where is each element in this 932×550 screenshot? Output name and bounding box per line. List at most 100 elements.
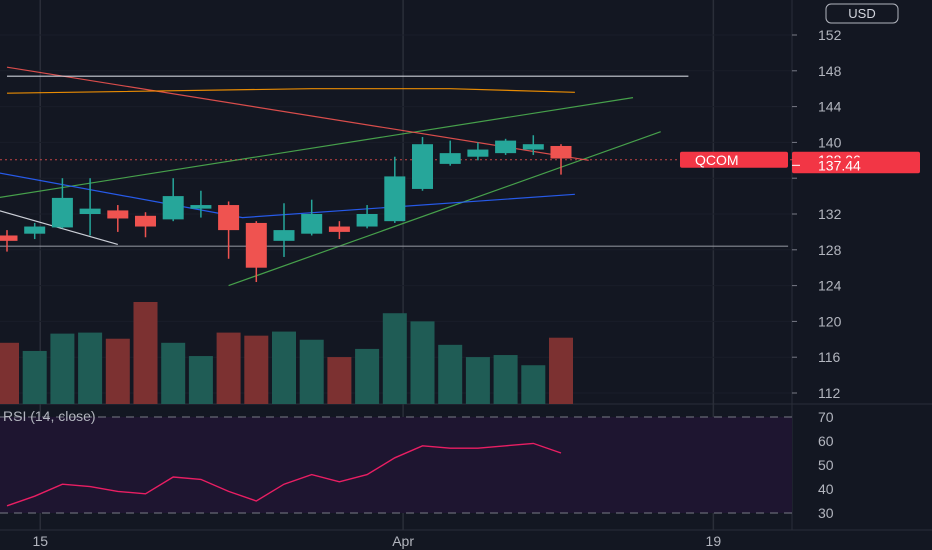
volume-bar [22,350,47,404]
candle-body [245,222,267,268]
symbol-tag-bg [680,151,788,168]
candle-body [0,235,18,241]
candle[interactable] [439,140,461,166]
candle-body [522,144,544,150]
price-axis[interactable]: 152 148 144 140 132 128 124 120 116 112 [792,27,842,401]
secondary-price-tag-bg [792,158,920,174]
trendline-lower-channel[interactable] [228,131,661,287]
candle-body [467,149,489,157]
candle[interactable] [412,137,433,191]
volume-bar [133,302,158,404]
rsi-line [6,442,562,507]
candle[interactable] [218,201,240,259]
volume-bar [299,339,324,404]
candle[interactable] [162,178,184,222]
trendline-descending-red[interactable] [6,66,589,161]
time-axis[interactable]: 15 Apr 19 [32,533,721,549]
symbol-tag[interactable]: QCOM [680,151,788,168]
volume-bar [244,335,269,404]
rsi-label: RSI (14, close) [3,408,96,424]
candle-body [550,145,572,159]
volume-bar [438,344,463,404]
volume-bars [0,302,573,404]
volume-bar [521,365,546,404]
candle[interactable] [79,178,101,236]
candle[interactable] [495,138,517,155]
trendline-white-short[interactable] [0,205,118,245]
time-tick-label: 15 [32,533,48,549]
rsi-band [0,417,792,513]
rsi-tick-label: 70 [818,409,834,425]
candle-body [24,226,46,234]
secondary-price-tag[interactable]: 137.44 [792,157,920,174]
price-tick-label: 148 [818,63,842,79]
trendline-blue-curve[interactable] [0,169,575,219]
rsi-tick-label: 40 [818,481,834,497]
price-tick-label: 120 [818,313,842,329]
currency-label: USD [848,6,875,21]
time-tick-label: 19 [706,533,722,549]
rsi-panel: RSI (14, close) 70 60 50 40 30 [0,408,834,521]
candle-body [439,153,461,164]
candle-body [190,205,212,209]
symbol-tag-label: QCOM [695,152,739,168]
candle-body [218,205,240,231]
candle[interactable] [135,212,156,238]
volume-bar [549,337,573,404]
candle[interactable] [522,135,544,155]
candle[interactable] [356,205,378,229]
price-tick-label: 144 [818,99,842,115]
candle-body [384,176,406,222]
candle-body [135,215,156,227]
candle-body [79,208,101,214]
candle[interactable] [384,156,406,223]
candle[interactable] [328,221,350,240]
candle[interactable] [0,230,18,252]
volume-bar [465,357,490,404]
price-tick-label: 128 [818,242,842,258]
candle-body [162,196,184,220]
volume-bar [105,338,130,404]
volume-bar [188,356,213,404]
price-tick-label: 112 [818,385,841,401]
candle[interactable] [190,190,212,218]
candle[interactable] [273,203,295,257]
candle-body [495,140,517,154]
candle-body [356,214,378,227]
candle-body [301,214,323,234]
candle[interactable] [51,178,73,229]
volume-bar [355,348,380,404]
candle[interactable] [550,144,572,175]
volume-bar [50,333,75,404]
volume-bar [493,355,518,404]
currency-badge[interactable]: USD [825,3,899,24]
volume-bar [161,342,186,404]
volume-bar [327,357,352,404]
price-tags: QCOM138.06137.44 [680,151,920,174]
currency-badge-border [825,3,899,24]
time-tick-label: Apr [392,533,414,549]
volume-bar [410,321,435,404]
candlesticks[interactable] [0,135,572,283]
trendline-upper-channel[interactable] [0,97,634,201]
candle[interactable] [301,199,323,236]
volume-bar [78,332,103,404]
volume-bar [216,332,241,404]
trendlines[interactable] [0,66,792,287]
candle[interactable] [24,222,46,240]
trendline-orange-ma[interactable] [6,88,575,94]
price-tick-label: 124 [818,278,842,294]
candle-body [51,197,73,228]
candle[interactable] [107,205,129,232]
rsi-tick-label: 60 [818,433,834,449]
rsi-tick-label: 50 [818,457,834,473]
price-tick-label: 152 [818,27,842,43]
candle[interactable] [467,142,489,161]
volume-bar [382,313,407,404]
price-tick-label: 116 [818,349,841,365]
volume-bar [0,342,19,404]
rsi-tick-label: 30 [818,505,834,521]
candle-body [412,144,433,189]
candle[interactable] [245,221,267,283]
